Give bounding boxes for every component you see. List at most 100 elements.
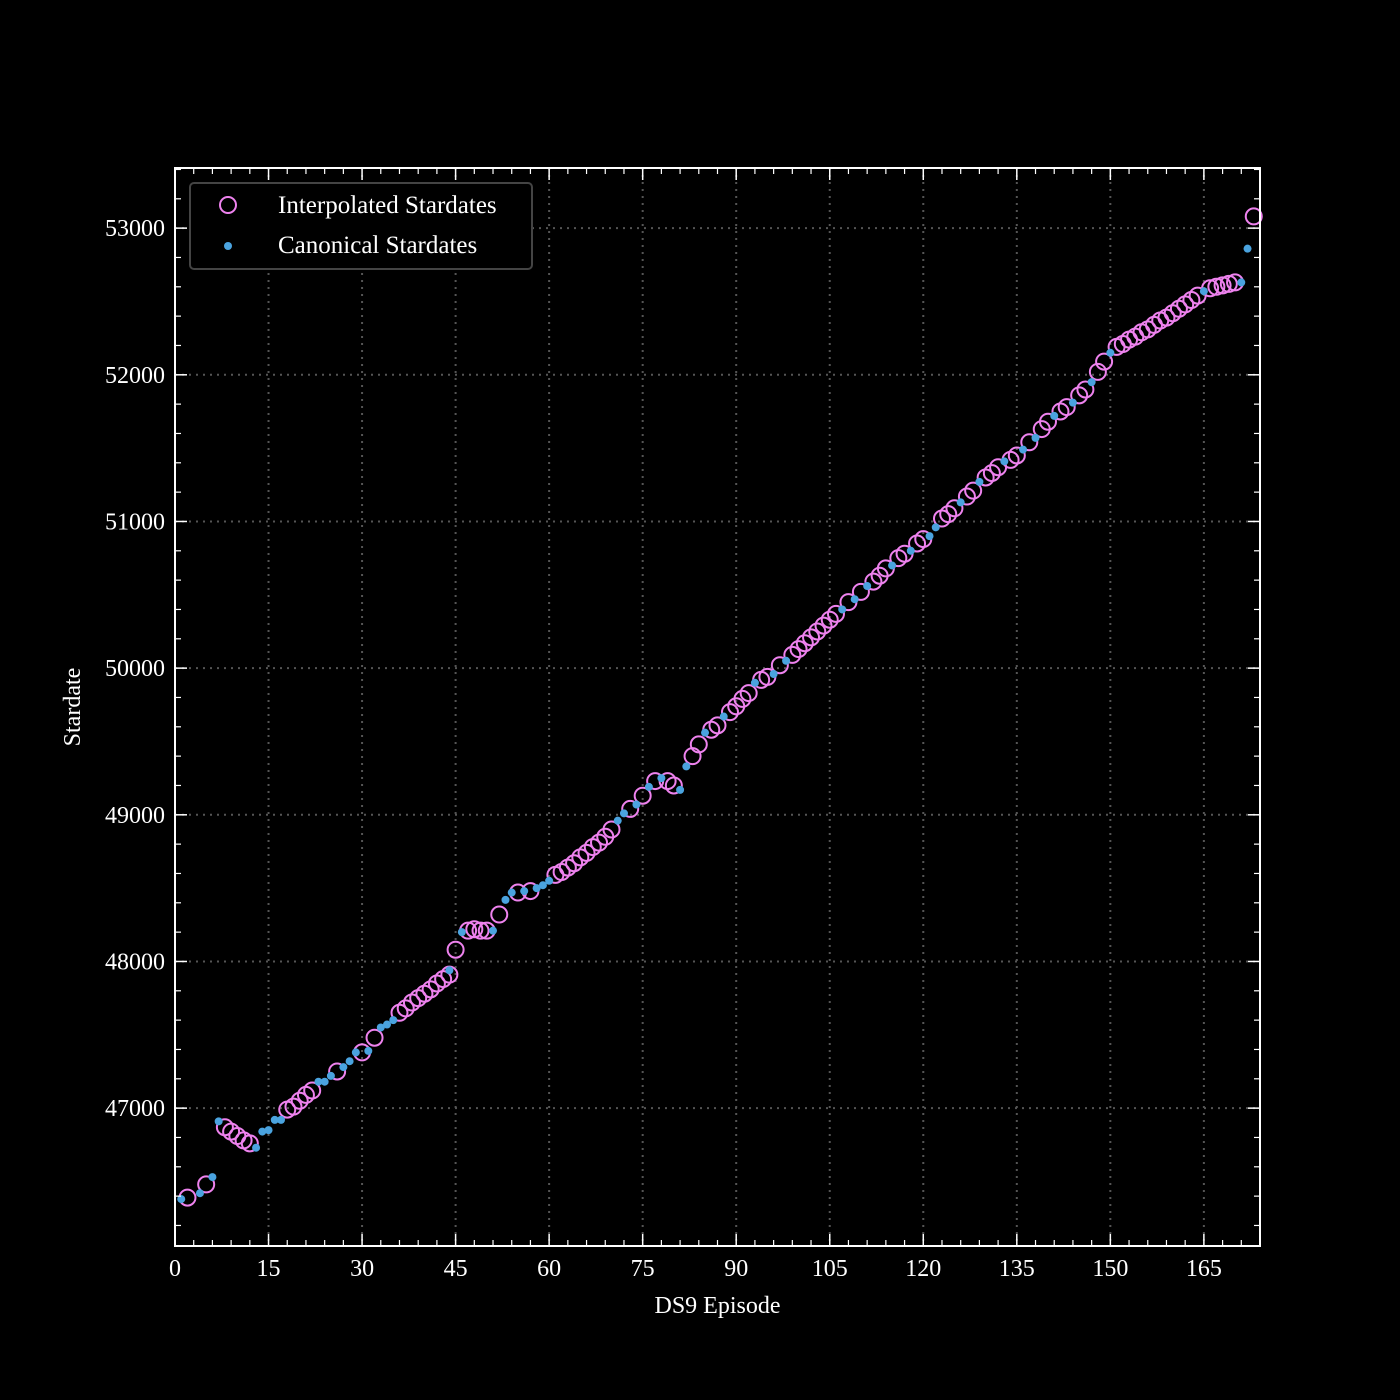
canonical-point [264,1126,273,1135]
canonical-point [1000,457,1009,466]
canonical-point [1019,445,1028,454]
plot-series [177,207,1263,1207]
x-tick-label: 165 [1186,1256,1222,1282]
x-tick-label: 0 [169,1256,181,1282]
canonical-point [489,926,498,935]
interpolated-point [770,656,789,675]
interpolated-point [808,622,827,641]
canonical-point [701,728,710,737]
legend: Interpolated Stardates Canonical Stardat… [189,182,533,270]
x-tick-label: 75 [631,1256,655,1282]
interpolated-point [240,1134,259,1153]
legend-label-canonical: Canonical Stardates [278,232,477,259]
interpolated-point [1076,380,1095,399]
canonical-point [863,582,872,590]
interpolated-point [739,684,758,703]
canonical-point [676,785,685,794]
canonical-point [657,774,666,783]
plot-frame [174,167,1261,1247]
canonical-point [850,595,859,604]
canonical-point [351,1048,360,1057]
x-tick-label: 105 [812,1256,848,1282]
canonical-point [906,546,915,555]
grid-lines [174,168,1260,1246]
canonical-point [364,1046,373,1055]
canonical-point [1199,287,1208,296]
canonical-point [613,816,622,825]
canonical-point [782,656,791,665]
y-axis-label: Stardate [60,668,86,747]
canonical-point [1237,278,1246,287]
canonical-point [888,561,897,570]
legend-marker-interpolated [219,196,237,214]
interpolated-point [708,716,727,735]
interpolated-point [1070,386,1089,405]
interpolated-point [802,628,821,647]
interpolated-point [290,1091,309,1110]
canonical-point [719,712,728,721]
canonical-point [195,1189,204,1198]
interpolated-point [465,920,484,939]
canonical-point [389,1016,398,1025]
interpolated-point [964,481,983,500]
canonical-point [345,1057,354,1066]
canonical-point [619,809,628,818]
canonical-point [320,1077,329,1086]
interpolated-point [720,703,739,722]
interpolated-point [284,1097,303,1116]
interpolated-point [945,499,964,518]
canonical-point [769,670,778,678]
canonical-point [383,1020,392,1029]
canonical-point [1050,411,1059,420]
canonical-point [270,1115,279,1124]
x-tick-label: 150 [1092,1256,1128,1282]
interpolated-point [851,582,870,601]
interpolated-point [328,1062,347,1081]
y-tick-label: 48000 [105,949,165,975]
y-tick-label: 51000 [105,509,165,535]
legend-label-interpolated: Interpolated Stardates [278,192,497,219]
interpolated-point [689,735,708,754]
interpolated-point [1213,276,1232,295]
canonical-point [252,1143,261,1152]
interpolated-point [365,1028,384,1047]
x-tick-label: 135 [999,1256,1035,1282]
interpolated-point [1244,207,1263,226]
interpolated-point [957,487,976,506]
legend-marker-canonical [224,242,232,250]
interpolated-point [783,645,802,664]
interpolated-point [939,505,958,524]
axis-ticks: 0 15 30 45 60 75 90 105 120 135 150 165 47000 48000 49… [105,168,1261,1282]
interpolated-point [1207,277,1226,296]
canonical-point [682,762,691,771]
interpolated-point [814,616,833,635]
interpolated-point [1088,362,1107,381]
interpolated-point [446,940,465,959]
interpolated-point [421,980,440,999]
interpolated-point [490,905,509,924]
interpolated-point [602,820,621,839]
interpolated-point [1038,412,1057,431]
interpolated-point [664,776,683,795]
interpolated-point [1020,433,1039,452]
canonical-point [838,605,847,614]
interpolated-point [982,464,1001,483]
canonical-point [545,876,554,885]
interpolated-point [795,634,814,653]
x-tick-label: 15 [257,1256,281,1282]
interpolated-point [820,610,839,629]
interpolated-point [577,843,596,862]
interpolated-point [197,1175,216,1194]
interpolated-point [789,640,808,659]
y-tick-label: 52000 [105,363,165,389]
canonical-point [1106,348,1115,357]
interpolated-point [590,833,609,852]
canonical-point [214,1117,223,1126]
interpolated-point [1057,398,1076,417]
canonical-point [538,881,547,890]
y-tick-label: 49000 [105,803,165,829]
canonical-point [931,523,940,532]
x-tick-label: 45 [444,1256,468,1282]
canonical-point [1243,244,1252,253]
interpolated-point [733,689,752,708]
